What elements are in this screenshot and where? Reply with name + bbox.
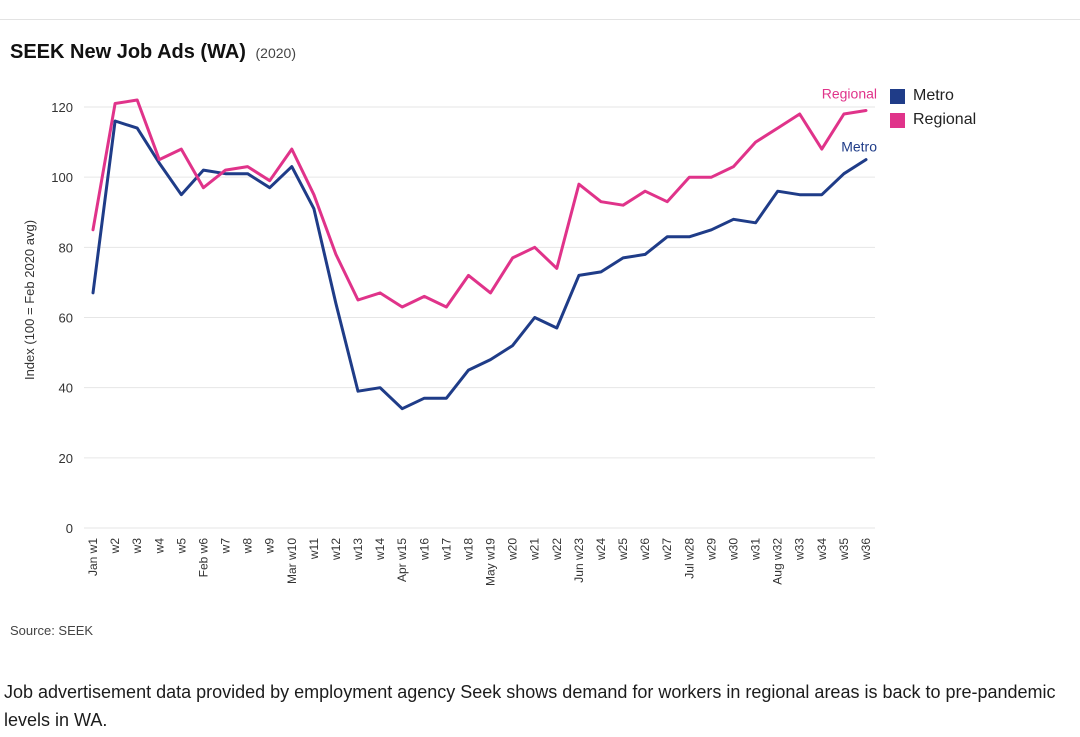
y-axis-label: Index (100 = Feb 2020 avg)	[22, 220, 37, 380]
x-tick-label: w7	[219, 538, 233, 555]
series-end-labels: Metro Regional	[822, 86, 877, 155]
x-tick-label: Jan w1	[86, 538, 100, 576]
x-tick-label: w12	[329, 538, 343, 561]
x-tick-label: w13	[351, 538, 365, 561]
series-end-label-regional: Regional	[822, 86, 877, 102]
x-tick-label: w36	[859, 538, 873, 561]
x-tick-label: w31	[749, 538, 763, 561]
x-tick-label: Mar w10	[285, 538, 299, 584]
top-divider	[0, 19, 1080, 20]
legend-swatch-metro	[890, 88, 905, 104]
y-tick-label: 60	[59, 311, 73, 326]
series-end-label-metro: Metro	[841, 139, 877, 155]
source-note: Source: SEEK	[10, 623, 94, 638]
x-tick-label: w22	[550, 538, 564, 561]
x-tick-label: Apr w15	[395, 538, 409, 582]
series-lines	[91, 98, 868, 411]
x-tick-label: w5	[174, 538, 188, 555]
x-tick-label: w14	[373, 538, 387, 561]
x-tick-label: w27	[660, 538, 674, 561]
x-tick-label: w34	[815, 538, 829, 561]
caption: Job advertisement data provided by emplo…	[4, 682, 1056, 730]
x-tick-label: w4	[152, 538, 166, 555]
chart-title: SEEK New Job Ads (WA)	[10, 41, 246, 63]
x-tick-label: w9	[263, 538, 277, 555]
x-tick-label: w26	[638, 538, 652, 561]
chart-title-block: SEEK New Job Ads (WA) (2020)	[10, 41, 296, 64]
series-line-regional	[91, 98, 868, 309]
x-tick-label: w16	[417, 538, 431, 561]
y-axis-ticks: 0 20 40 60 80 100 120	[51, 100, 73, 536]
x-tick-label: Feb w6	[196, 538, 210, 578]
x-tick-label: w3	[130, 538, 144, 555]
y-tick-label: 120	[51, 100, 73, 115]
y-tick-label: 0	[66, 521, 73, 536]
x-tick-label: w25	[616, 538, 630, 561]
line-chart: 0 20 40 60 80 100 120 Jan w1 w2 w3 w4 w5 Feb w6 w7 w8…	[22, 86, 877, 587]
y-tick-label: 40	[59, 381, 73, 396]
series-line-metro	[91, 119, 868, 411]
x-axis-ticks: Jan w1 w2 w3 w4 w5 Feb w6 w7 w8 w9 Mar w10 w11 w12 w…	[86, 538, 873, 586]
legend-swatch-regional	[890, 112, 905, 128]
x-tick-label: Jun w23	[572, 538, 586, 583]
legend-item-regional: Regional	[890, 108, 976, 132]
x-tick-label: w17	[439, 538, 453, 561]
legend-label-metro: Metro	[913, 87, 954, 104]
y-tick-label: 20	[59, 451, 73, 466]
y-tick-label: 100	[51, 170, 73, 185]
x-tick-label: w8	[241, 538, 255, 555]
legend-label-regional: Regional	[913, 111, 977, 128]
x-tick-label: w21	[528, 538, 542, 561]
chart-subtitle: (2020)	[255, 45, 296, 61]
x-tick-label: w29	[704, 538, 718, 561]
x-tick-label: w2	[108, 538, 122, 555]
x-tick-label: Aug w32	[771, 538, 785, 585]
x-tick-label: May w19	[484, 538, 498, 586]
x-tick-label: w33	[793, 538, 807, 561]
x-tick-label: w11	[307, 538, 321, 560]
legend-item-metro: Metro	[890, 84, 976, 108]
x-tick-label: w18	[461, 538, 475, 561]
x-tick-label: w35	[837, 538, 851, 561]
x-tick-label: Jul w28	[682, 538, 696, 579]
x-tick-label: w30	[726, 538, 740, 561]
y-tick-label: 80	[59, 240, 73, 255]
x-tick-label: w24	[594, 538, 608, 561]
x-tick-label: w20	[506, 538, 520, 561]
legend: Metro Regional	[890, 84, 976, 132]
